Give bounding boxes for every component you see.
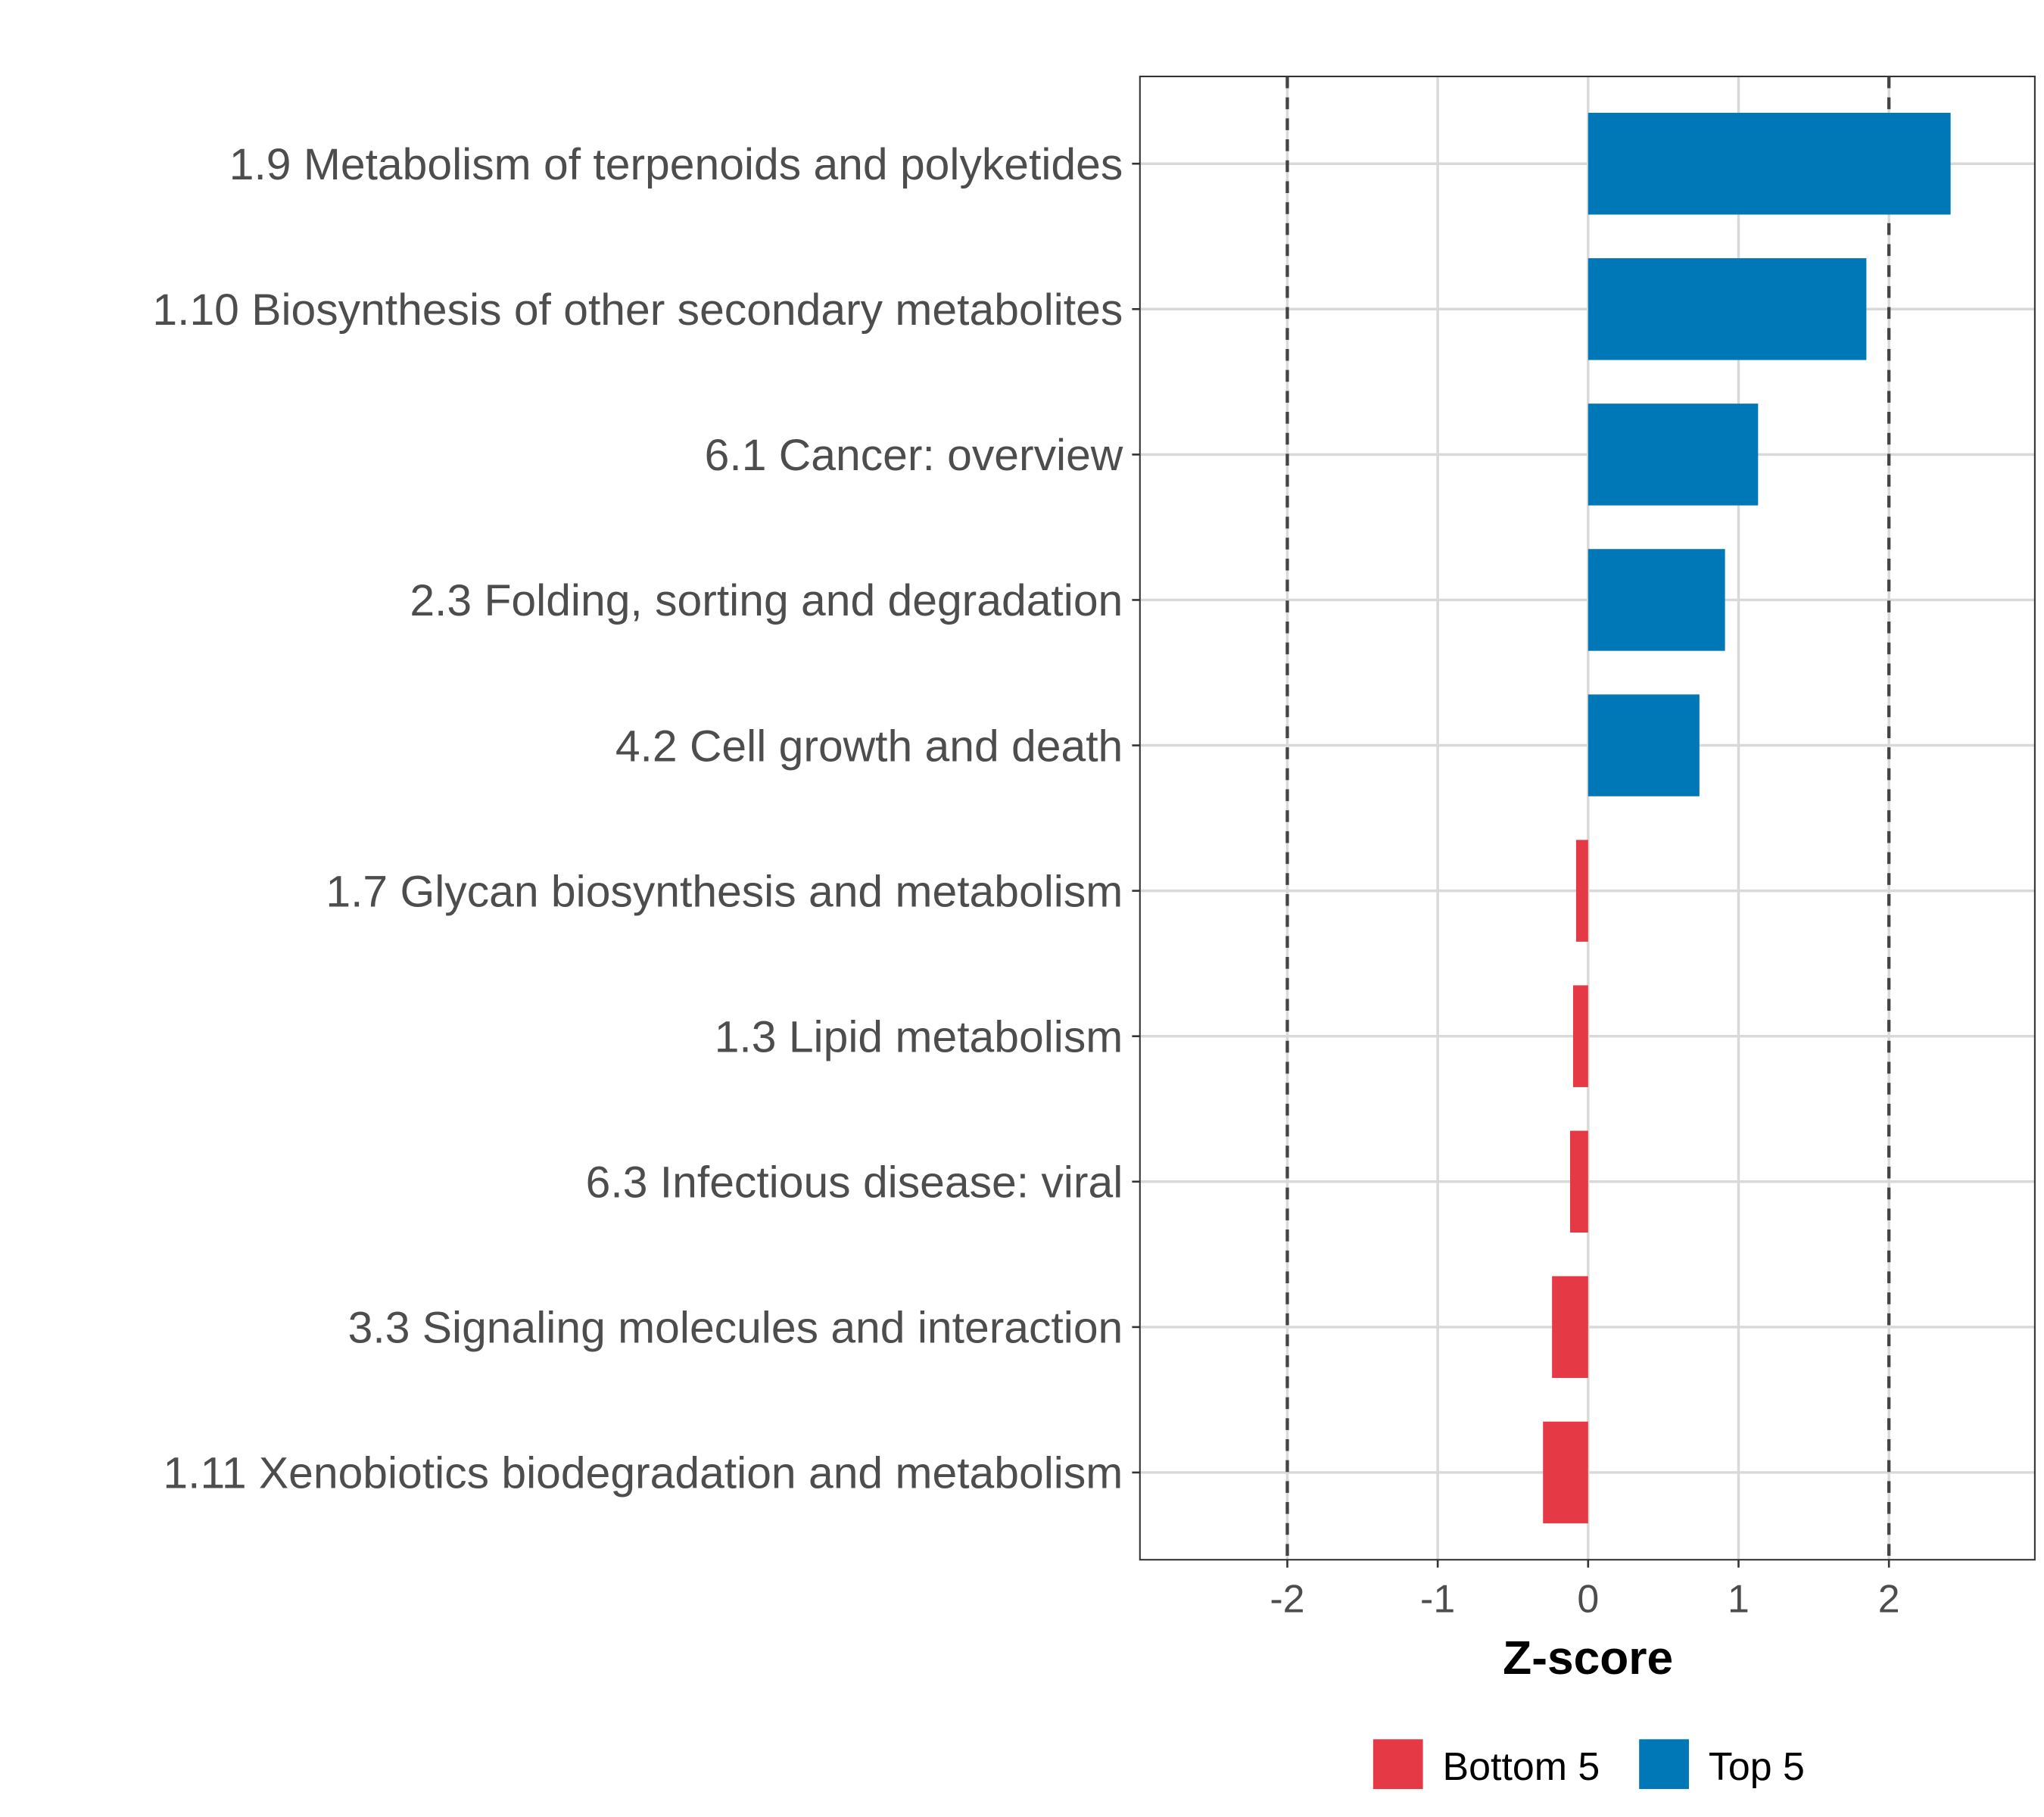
x-tick-label: 2 [1878,1577,1900,1621]
bar [1543,1421,1588,1524]
y-tick-label: 4.2 Cell growth and death [615,722,1123,771]
bar [1588,404,1759,506]
legend-swatch [1639,1739,1689,1790]
bar [1588,694,1700,796]
x-axis: -2 -1 0 1 2 [1270,1560,1900,1621]
x-tick-label: -1 [1420,1577,1455,1621]
reference-lines [1285,76,1891,1560]
y-tick-label: 6.1 Cancer: overview [705,431,1123,480]
x-tick-label: -2 [1270,1577,1304,1621]
y-tick-label: 1.3 Lipid metabolism [715,1012,1123,1061]
bar [1575,840,1588,942]
y-tick-label: 6.3 Infectious disease: viral [586,1158,1123,1208]
bar [1552,1276,1588,1379]
bars [1543,112,1951,1524]
x-axis-title: Z-score [1503,1632,1673,1685]
x-tick-label: 1 [1728,1577,1750,1621]
y-tick-label: 2.3 Folding, sorting and degradation [410,576,1123,625]
bar [1588,258,1867,360]
legend-swatch [1373,1739,1423,1790]
bar [1588,112,1951,215]
x-tick-label: 0 [1577,1577,1599,1621]
legend-label: Bottom 5 [1443,1745,1600,1789]
y-axis: 1.9 Metabolism of terpenoids and polyket… [152,140,1140,1498]
bar [1572,985,1588,1087]
bar [1588,549,1725,651]
y-tick-label: 3.3 Signaling molecules and interaction [348,1304,1123,1353]
y-tick-label: 1.11 Xenobiotics biodegradation and meta… [163,1449,1123,1498]
y-tick-label: 1.10 Biosynthesis of other secondary met… [152,285,1123,335]
y-tick-label: 1.7 Glycan biosynthesis and metabolism [326,867,1123,916]
legend: Bottom 5 Top 5 [1373,1739,1805,1790]
legend-label: Top 5 [1709,1745,1805,1789]
bar [1569,1130,1588,1233]
y-tick-label: 1.9 Metabolism of terpenoids and polyket… [229,140,1123,189]
